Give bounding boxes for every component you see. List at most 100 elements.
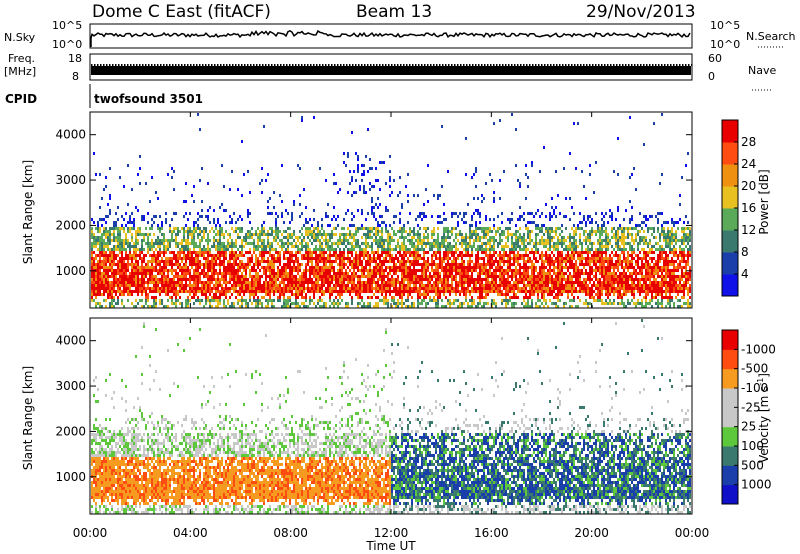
heatmap-cell bbox=[479, 212, 481, 215]
heatmap-cell bbox=[481, 230, 483, 233]
heatmap-cell bbox=[271, 227, 273, 230]
heatmap-cell bbox=[219, 239, 221, 242]
heatmap-cell bbox=[397, 239, 399, 242]
heatmap-cell bbox=[185, 242, 187, 245]
heatmap-cell bbox=[465, 242, 467, 245]
heatmap-cell bbox=[497, 242, 499, 245]
heatmap-cell bbox=[347, 260, 349, 263]
heatmap-cell bbox=[525, 305, 527, 308]
heatmap-cell bbox=[267, 206, 269, 209]
heatmap-cell bbox=[137, 293, 139, 296]
heatmap-cell bbox=[307, 221, 309, 224]
heatmap-cell bbox=[493, 227, 495, 230]
freq-texture-tick bbox=[457, 64, 459, 66]
heatmap-cell bbox=[211, 254, 213, 257]
heatmap-cell bbox=[249, 251, 251, 254]
heatmap-cell bbox=[173, 230, 175, 233]
freq-texture-tick bbox=[274, 64, 276, 66]
heatmap-cell bbox=[533, 287, 535, 290]
heatmap-cell bbox=[385, 290, 387, 293]
heatmap-cell bbox=[353, 239, 355, 242]
heatmap-cell bbox=[103, 293, 105, 296]
heatmap-cell bbox=[91, 218, 93, 221]
heatmap-cell bbox=[393, 257, 395, 260]
heatmap-cell bbox=[483, 302, 485, 305]
heatmap-cell bbox=[201, 200, 203, 203]
heatmap-cell bbox=[343, 290, 345, 293]
freq-texture-tick bbox=[469, 64, 471, 66]
heatmap-cell bbox=[361, 266, 363, 269]
heatmap-cell bbox=[469, 233, 471, 236]
heatmap-cell bbox=[425, 242, 427, 245]
heatmap-cell bbox=[375, 305, 377, 308]
heatmap-cell bbox=[377, 233, 379, 236]
heatmap-cell bbox=[297, 245, 299, 248]
heatmap-cell bbox=[339, 302, 341, 305]
heatmap-cell bbox=[203, 269, 205, 272]
heatmap-cell bbox=[231, 284, 233, 287]
heatmap-cell bbox=[123, 266, 125, 269]
heatmap-cell bbox=[139, 227, 141, 230]
heatmap-cell bbox=[177, 293, 179, 296]
heatmap-cell bbox=[375, 269, 377, 272]
heatmap-cell bbox=[123, 287, 125, 290]
heatmap-cell bbox=[113, 278, 115, 281]
heatmap-cell bbox=[325, 245, 327, 248]
heatmap-cell bbox=[409, 266, 411, 269]
heatmap-cell bbox=[471, 233, 473, 236]
heatmap-cell bbox=[301, 242, 303, 245]
heatmap-cell bbox=[435, 263, 437, 266]
heatmap-cell bbox=[405, 260, 407, 263]
heatmap-cell bbox=[393, 248, 395, 251]
heatmap-cell bbox=[263, 269, 265, 272]
heatmap-cell bbox=[435, 251, 437, 254]
heatmap-cell bbox=[293, 233, 295, 236]
heatmap-cell bbox=[363, 275, 365, 278]
heatmap-cell bbox=[449, 302, 451, 305]
heatmap-cell bbox=[357, 155, 359, 158]
heatmap-cell bbox=[363, 269, 365, 272]
heatmap-cell bbox=[281, 269, 283, 272]
heatmap-cell bbox=[431, 257, 433, 260]
heatmap-cell bbox=[129, 287, 131, 290]
heatmap-cell bbox=[147, 236, 149, 239]
heatmap-cell bbox=[399, 248, 401, 251]
heatmap-cell bbox=[413, 269, 415, 272]
heatmap-cell bbox=[245, 263, 247, 266]
heatmap-cell bbox=[383, 239, 385, 242]
heatmap-cell bbox=[91, 287, 93, 290]
heatmap-cell bbox=[525, 245, 527, 248]
heatmap-cell bbox=[247, 170, 249, 173]
heatmap-cell bbox=[469, 305, 471, 308]
heatmap-cell bbox=[113, 272, 115, 275]
heatmap-cell bbox=[365, 290, 367, 293]
heatmap-cell bbox=[105, 269, 107, 272]
heatmap-cell bbox=[171, 287, 173, 290]
heatmap-cell bbox=[425, 260, 427, 263]
heatmap-cell bbox=[185, 290, 187, 293]
heatmap-cell bbox=[123, 275, 125, 278]
heatmap-cell bbox=[313, 272, 315, 275]
heatmap-cell bbox=[101, 251, 103, 254]
heatmap-cell bbox=[345, 212, 347, 215]
heatmap-cell bbox=[455, 212, 457, 215]
heatmap-cell bbox=[183, 254, 185, 257]
heatmap-cell bbox=[233, 305, 235, 308]
heatmap-cell bbox=[441, 257, 443, 260]
heatmap-cell bbox=[213, 296, 215, 299]
heatmap-cell bbox=[359, 293, 361, 296]
heatmap-cell bbox=[357, 287, 359, 290]
heatmap-cell bbox=[481, 242, 483, 245]
heatmap-cell bbox=[295, 305, 297, 308]
heatmap-cell bbox=[219, 227, 221, 230]
heatmap-cell bbox=[163, 275, 165, 278]
heatmap-cell bbox=[363, 233, 365, 236]
heatmap-cell bbox=[457, 305, 459, 308]
heatmap-cell bbox=[317, 248, 319, 251]
heatmap-cell bbox=[207, 257, 209, 260]
heatmap-cell bbox=[345, 275, 347, 278]
heatmap-cell bbox=[481, 272, 483, 275]
heatmap-cell bbox=[107, 287, 109, 290]
heatmap-cell bbox=[219, 293, 221, 296]
heatmap-cell bbox=[415, 251, 417, 254]
